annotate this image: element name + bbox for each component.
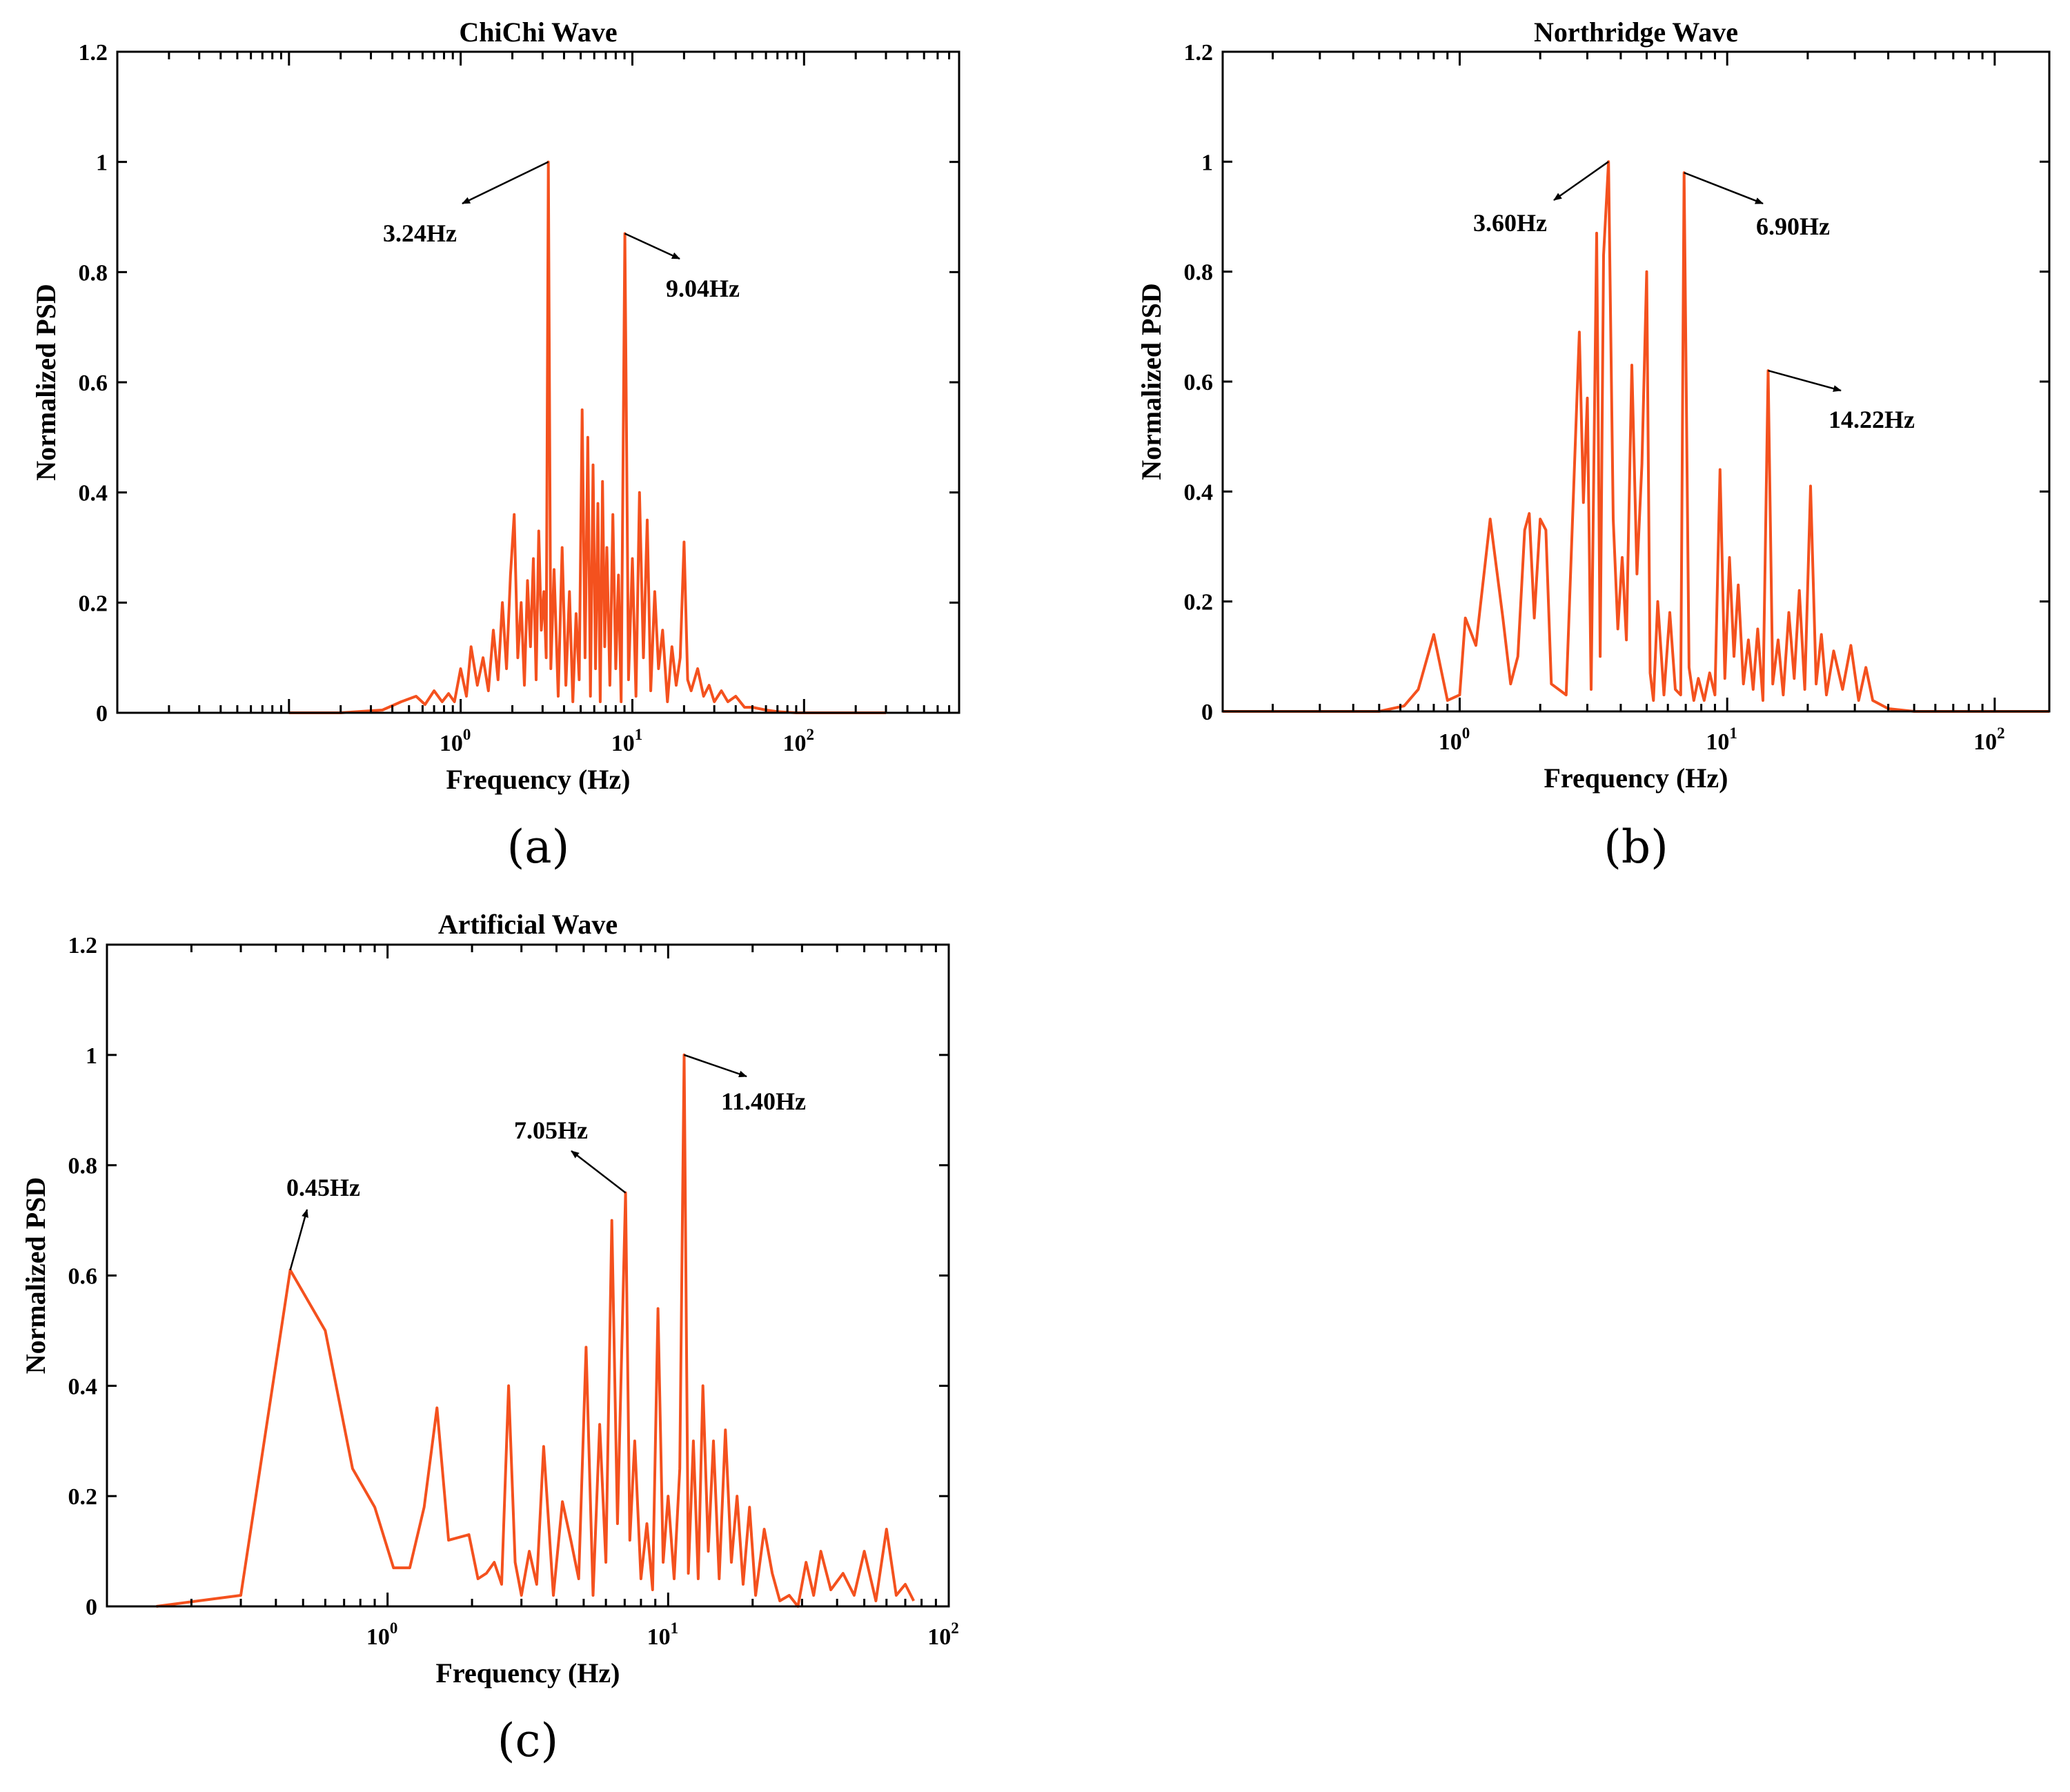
x-tick-label: 101 xyxy=(611,726,643,756)
annotation-arrow xyxy=(1768,369,1842,392)
x-tick-label: 100 xyxy=(1439,725,1470,755)
y-tick-label: 0.4 xyxy=(79,481,108,506)
annotation-arrow xyxy=(571,1150,627,1194)
series-line xyxy=(1223,160,2049,713)
annotation-label: 3.60Hz xyxy=(1473,209,1547,237)
y-tick-label: 0.6 xyxy=(79,371,108,396)
y-tick-label: 0.4 xyxy=(68,1374,98,1399)
annotation-label: 6.90Hz xyxy=(1756,213,1830,240)
y-tick-label: 0.8 xyxy=(79,260,108,286)
y-tick-label: 1 xyxy=(96,150,108,176)
y-tick-label: 0.8 xyxy=(68,1154,98,1179)
x-tick-label: 101 xyxy=(647,1619,679,1650)
annotation-arrow xyxy=(1553,161,1609,201)
y-tick-label: 0.2 xyxy=(79,591,108,616)
y-axis-label: Normalized PSD xyxy=(1136,283,1167,480)
y-tick-label: 0.6 xyxy=(1184,370,1214,395)
y-tick-label: 1.2 xyxy=(1184,40,1214,66)
x-axis-label: Frequency (Hz) xyxy=(446,764,631,795)
y-tick-label: 0.4 xyxy=(1184,480,1214,505)
annotation-arrow xyxy=(1684,172,1764,205)
x-tick-label: 102 xyxy=(927,1619,959,1650)
annotation-arrow xyxy=(289,1209,308,1270)
panel-caption: (b) xyxy=(1604,820,1668,874)
chart-panel-2: Northridge Wave 0 0.2 0.4 0.6 0.8 1 1.2 100 101 10… xyxy=(1136,17,2051,874)
annotation-label: 7.05Hz xyxy=(514,1116,588,1144)
series-line xyxy=(288,160,886,714)
annotation-arrow xyxy=(462,161,549,205)
y-tick-label: 1 xyxy=(86,1043,97,1069)
chart-panel-1: ChiChi Wave 0 0.2 0.4 0.6 0.8 1 1.2 100 101 102 Fre… xyxy=(30,17,960,874)
annotation-arrow xyxy=(624,233,680,260)
x-axis-label: Frequency (Hz) xyxy=(1544,762,1728,794)
y-tick-label: 1 xyxy=(1201,150,1213,175)
annotation-label: 9.04Hz xyxy=(666,275,740,302)
y-tick-label: 1.2 xyxy=(68,933,98,958)
x-tick-label: 100 xyxy=(366,1619,398,1650)
x-axis-label: Frequency (Hz) xyxy=(436,1657,620,1688)
annotation-label: 11.40Hz xyxy=(721,1087,806,1115)
chart-panel-3: Artificial Wave 0 0.2 0.4 0.6 0.8 1 1.2 100 101 10… xyxy=(20,909,959,1767)
x-tick-label: 100 xyxy=(440,726,471,756)
x-tick-label: 102 xyxy=(783,726,815,756)
y-tick-label: 0.8 xyxy=(1184,260,1214,286)
y-axis-label: Normalized PSD xyxy=(30,284,61,481)
y-tick-label: 0 xyxy=(1201,700,1213,725)
y-tick-label: 0 xyxy=(86,1595,97,1620)
y-tick-label: 0 xyxy=(96,701,108,727)
annotation-label: 0.45Hz xyxy=(286,1174,360,1201)
y-tick-label: 0.2 xyxy=(1184,590,1214,616)
y-tick-label: 0.6 xyxy=(68,1264,98,1290)
annotation-arrow xyxy=(684,1054,747,1078)
annotation-label: 14.22Hz xyxy=(1828,406,1915,433)
panel-caption: (c) xyxy=(497,1714,558,1767)
y-axis-label: Normalized PSD xyxy=(20,1177,51,1375)
chart-title: ChiChi Wave xyxy=(459,17,617,48)
x-tick-label: 101 xyxy=(1706,725,1737,755)
y-tick-label: 0.2 xyxy=(68,1484,98,1510)
panel-caption: (a) xyxy=(507,820,570,874)
plot-frame xyxy=(106,943,950,1608)
y-tick-label: 1.2 xyxy=(79,40,108,66)
chart-title: Artificial Wave xyxy=(438,909,618,940)
x-tick-label: 102 xyxy=(1973,725,2005,755)
annotation-label: 3.24Hz xyxy=(383,219,457,247)
chart-title: Northridge Wave xyxy=(1534,17,1738,48)
plot-frame xyxy=(1221,50,2051,713)
series-line xyxy=(156,1053,915,1608)
